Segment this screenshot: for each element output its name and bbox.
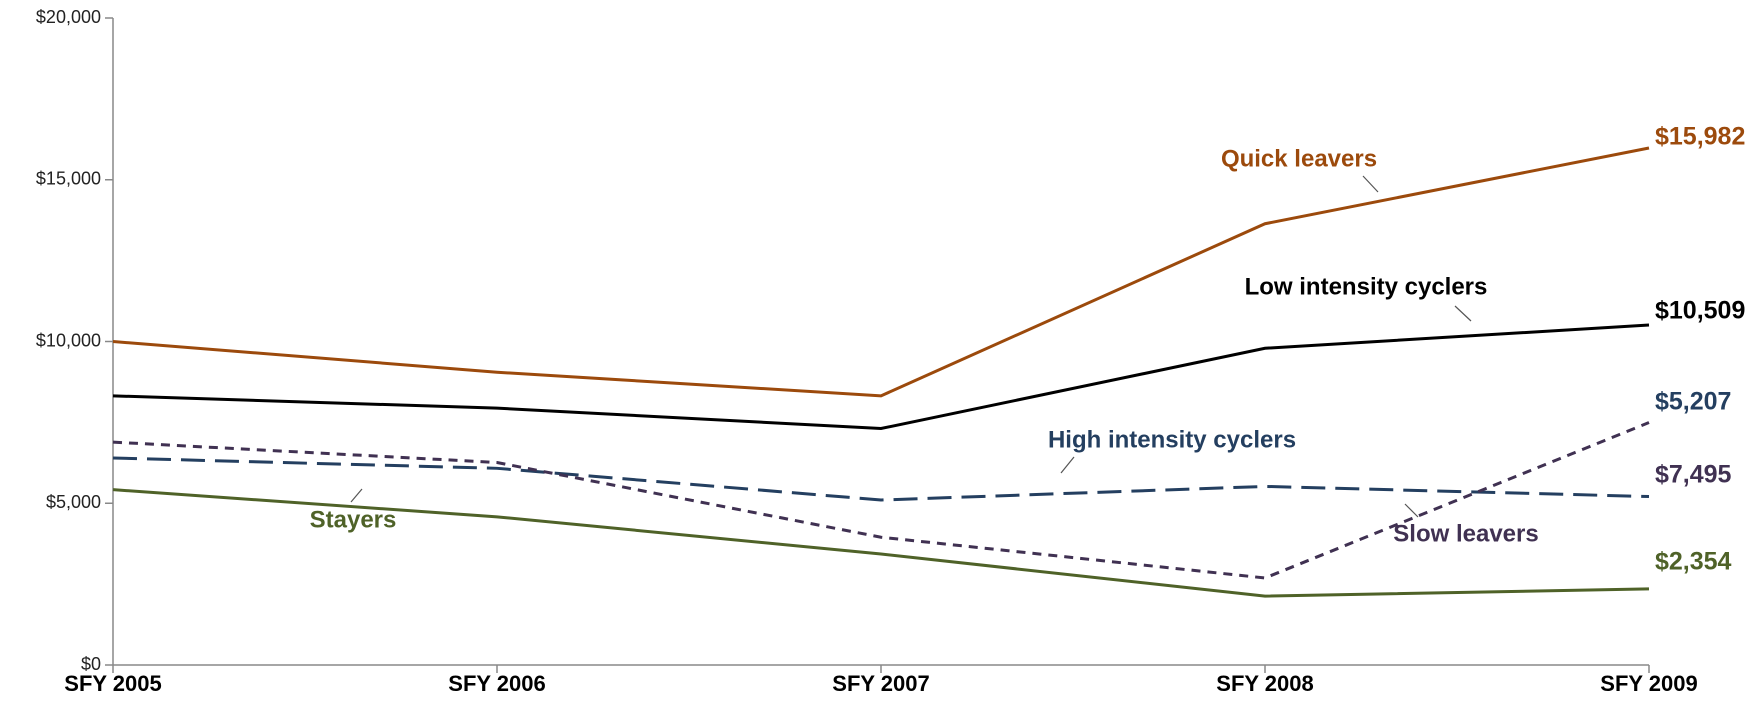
leader-line [1362,175,1379,193]
value-label: $2,354 [1655,548,1732,576]
x-tick-label: SFY 2006 [448,671,545,696]
series-line [112,456,1650,502]
leader-line [350,488,363,503]
series-line [112,488,1650,598]
leader-line [1454,305,1472,322]
series-label: Quick leavers [1221,145,1377,172]
value-label: $10,509 [1655,297,1745,325]
series-label: Low intensity cyclers [1245,273,1488,300]
y-tick-label: $5,000 [46,492,101,512]
x-tick-label: SFY 2009 [1600,671,1697,696]
series-label: High intensity cyclers [1048,426,1296,453]
y-tick-label: $0 [81,654,101,674]
y-tick-label: $10,000 [36,330,101,350]
value-label: $15,982 [1655,123,1745,151]
series-line [112,421,1650,580]
y-tick-label: $15,000 [36,169,101,189]
leader-line [1060,456,1075,474]
x-tick-label: SFY 2008 [1216,671,1313,696]
series-line [112,323,1650,431]
value-label: $7,495 [1655,461,1732,489]
x-tick-label: SFY 2005 [64,671,161,696]
x-tick-label: SFY 2007 [832,671,929,696]
value-label: $5,207 [1655,388,1731,416]
series-label: Slow leavers [1393,520,1538,547]
leader-line [1404,503,1419,518]
y-tick-label: $20,000 [36,7,101,27]
series-label: Stayers [310,506,397,533]
series-line [112,146,1650,398]
